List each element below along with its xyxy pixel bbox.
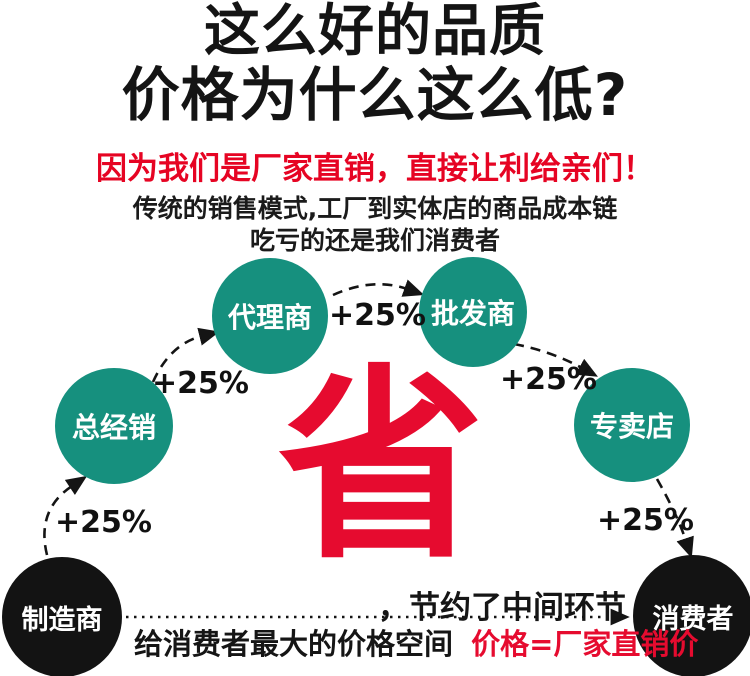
- increment-label-store-consumer: +25%: [597, 503, 694, 538]
- node-specialty-store: 专卖店: [574, 368, 690, 482]
- footer-price-line: 给消费者最大的价格空间 价格=厂家直销价: [134, 621, 698, 663]
- footer-savings-note: ，节约了中间环节: [378, 590, 626, 626]
- node-wholesaler-label: 批发商: [430, 297, 515, 330]
- save-character: 省: [278, 347, 485, 587]
- increment-label-distributor-agent: +25%: [152, 366, 249, 401]
- node-consumer-label: 消费者: [652, 603, 734, 635]
- increment-label-manufacturer-distributor: +25%: [55, 505, 152, 540]
- node-general-distributor-label: 总经销: [71, 411, 156, 444]
- node-agent: 代理商: [212, 258, 328, 374]
- page-title-line2: 价格为什么这么低?: [121, 61, 629, 129]
- description-line2: 吃亏的还是我们消费者: [249, 226, 500, 255]
- node-specialty-store-label: 专卖店: [589, 410, 674, 443]
- node-general-distributor: 总经销: [55, 368, 173, 484]
- node-manufacturer: 制造商: [2, 557, 122, 676]
- page-title-line1: 这么好的品质: [204, 0, 546, 64]
- node-manufacturer-label: 制造商: [21, 604, 103, 636]
- node-consumer: 消费者: [633, 555, 750, 676]
- increment-label-agent-wholesaler: +25%: [329, 298, 426, 333]
- node-wholesaler: 批发商: [419, 257, 527, 367]
- increment-label-wholesaler-store: +25%: [500, 362, 597, 397]
- description-line1: 传统的销售模式,工厂到实体店的商品成本链: [132, 194, 618, 223]
- factory-direct-banner: 因为我们是厂家直销，直接让利给亲们！: [96, 151, 654, 187]
- footer-price-line-black: 给消费者最大的价格空间: [134, 627, 454, 661]
- arrow-agent-to-wholesaler-icon: [332, 279, 425, 297]
- footer-price-line-red: 价格=厂家直销价: [471, 627, 699, 661]
- node-agent-label: 代理商: [227, 301, 312, 334]
